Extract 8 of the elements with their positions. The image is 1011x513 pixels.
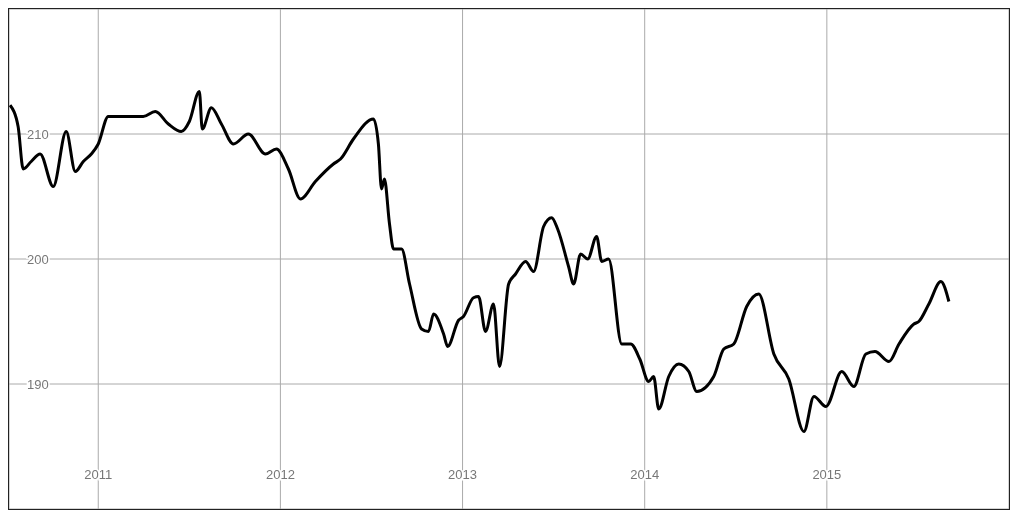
y-tick-label: 210 [27,126,49,142]
line-series [9,90,951,433]
y-tick-label: 200 [27,251,49,267]
x-tick-label: 2014 [630,467,660,482]
y-tick-label: 190 [27,376,49,392]
x-tick-label: 2012 [265,467,295,482]
x-tick-label: 2011 [84,467,113,482]
x-tick-label: 2015 [812,467,842,482]
